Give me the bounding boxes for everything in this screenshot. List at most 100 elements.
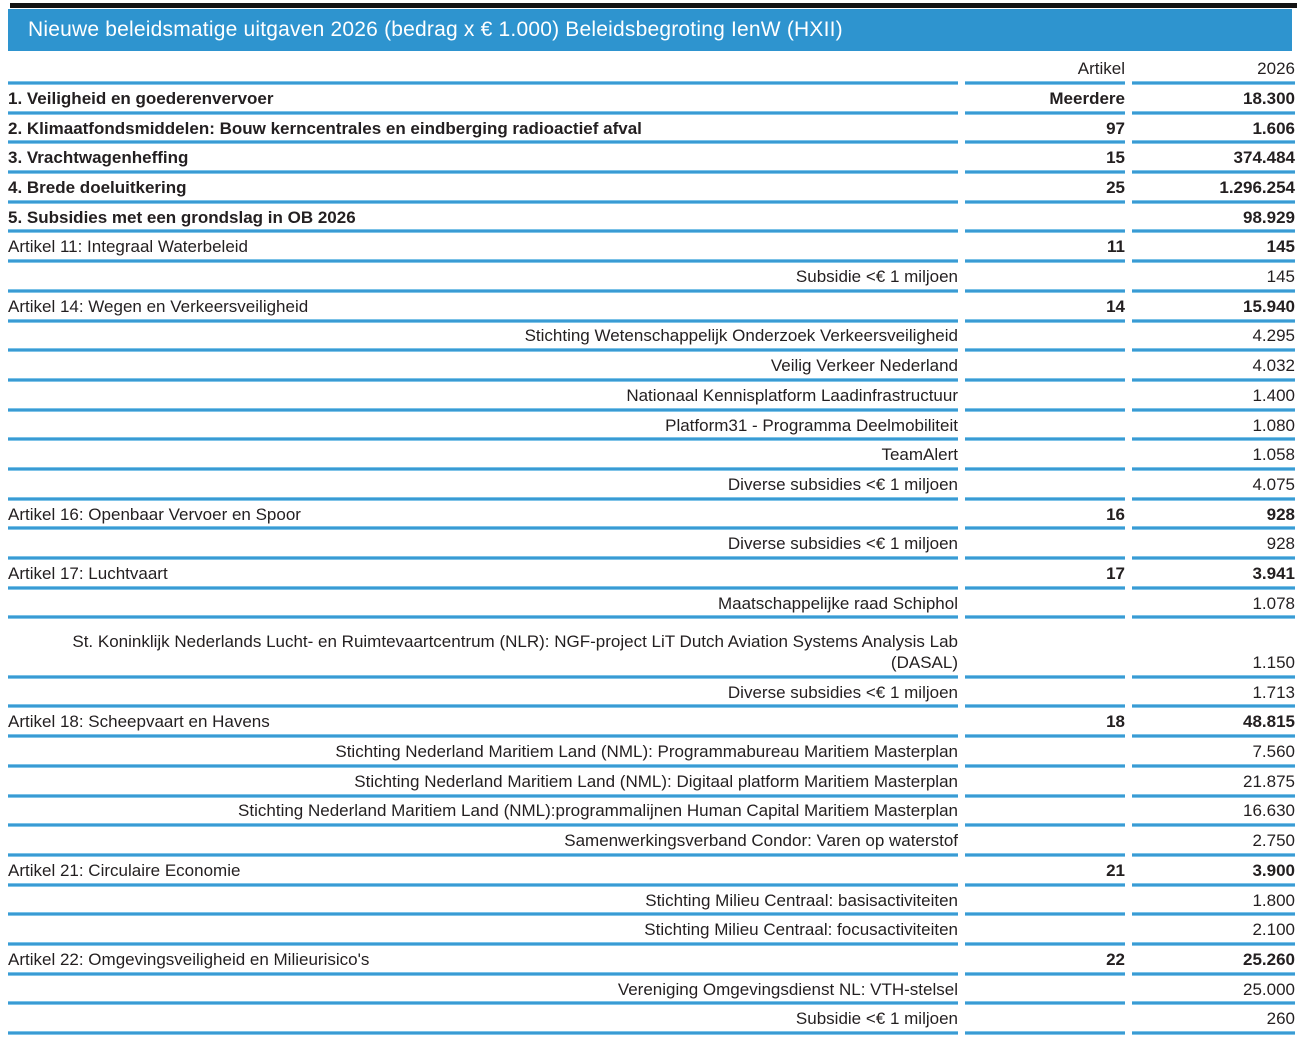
- row-amount: 4.295: [1132, 322, 1295, 353]
- row-amount: 25.000: [1132, 975, 1295, 1006]
- table-row: Stichting Nederland Maritiem Land (NML):…: [0, 767, 1299, 798]
- page-top-rule: [10, 3, 1297, 8]
- table-row: Artikel 18: Scheepvaart en Havens 18 48.…: [0, 708, 1299, 739]
- row-amount: 1.058: [1132, 441, 1295, 471]
- row-amount: 1.713: [1132, 678, 1295, 709]
- table-row: 1. Veiligheid en goederenvervoer Meerder…: [0, 85, 1299, 115]
- row-description: Stichting Milieu Centraal: focusactivite…: [8, 916, 958, 946]
- row-description: Artikel 21: Circulaire Economie: [8, 856, 958, 887]
- row-amount: 48.815: [1132, 708, 1295, 739]
- row-artikel-number: 22: [965, 945, 1125, 976]
- row-description: Stichting Milieu Centraal: basisactivite…: [8, 886, 958, 917]
- table-row: 3. Vrachtwagenheffing 15 374.484: [0, 144, 1299, 175]
- row-description: Maatschappelijke raad Schiphol: [8, 589, 958, 620]
- table-row: Stichting Milieu Centraal: basisactivite…: [0, 886, 1299, 917]
- row-artikel-number: [965, 797, 1125, 828]
- row-artikel-number: 21: [965, 856, 1125, 887]
- row-amount: 1.606: [1132, 114, 1295, 145]
- row-amount: 145: [1132, 263, 1295, 293]
- row-amount: 4.032: [1132, 352, 1295, 382]
- table-row: Artikel 16: Openbaar Vervoer en Spoor 16…: [0, 500, 1299, 531]
- table-row: TeamAlert 1.058: [0, 441, 1299, 471]
- row-description: Artikel 17: Luchtvaart: [8, 560, 958, 590]
- row-artikel-number: 25: [965, 174, 1125, 204]
- row-artikel-number: [965, 767, 1125, 798]
- table-row: Samenwerkingsverband Condor: Varen op wa…: [0, 827, 1299, 857]
- row-artikel-number: [965, 263, 1125, 293]
- table-row: Nationaal Kennisplatform Laadinfrastruct…: [0, 381, 1299, 412]
- row-description: Stichting Wetenschappelijk Onderzoek Ver…: [8, 322, 958, 353]
- table-row: Maatschappelijke raad Schiphol 1.078: [0, 589, 1299, 620]
- row-amount: 7.560: [1132, 738, 1295, 768]
- row-artikel-number: 97: [965, 114, 1125, 145]
- row-amount: 16.630: [1132, 797, 1295, 828]
- row-artikel-number: 16: [965, 500, 1125, 531]
- table-row: 5. Subsidies met een grondslag in OB 202…: [0, 203, 1299, 234]
- row-amount: 2.750: [1132, 827, 1295, 857]
- table-title-bar: Nieuwe beleidsmatige uitgaven 2026 (bedr…: [8, 9, 1292, 51]
- row-artikel-number: [965, 619, 1125, 679]
- row-artikel-number: [965, 441, 1125, 471]
- row-artikel-number: [965, 203, 1125, 234]
- row-amount: 1.150: [1132, 619, 1295, 679]
- table-row: Diverse subsidies <€ 1 miljoen 4.075: [0, 470, 1299, 501]
- table-row: Diverse subsidies <€ 1 miljoen 928: [0, 530, 1299, 560]
- row-amount: 1.080: [1132, 411, 1295, 442]
- row-amount: 260: [1132, 1005, 1295, 1036]
- table-row: Artikel 22: Omgevingsveiligheid en Milie…: [0, 945, 1299, 976]
- row-artikel-number: 11: [965, 233, 1125, 264]
- table-row: Vereniging Omgevingsdienst NL: VTH-stels…: [0, 975, 1299, 1006]
- table-row: Stichting Nederland Maritiem Land (NML):…: [0, 797, 1299, 828]
- table-row: Artikel 14: Wegen en Verkeersveiligheid …: [0, 292, 1299, 323]
- row-description: Artikel 16: Openbaar Vervoer en Spoor: [8, 500, 958, 531]
- row-description: Artikel 11: Integraal Waterbeleid: [8, 233, 958, 264]
- table-row: Artikel 11: Integraal Waterbeleid 11 145: [0, 233, 1299, 264]
- row-artikel-number: Meerdere: [965, 85, 1125, 115]
- row-description: Subsidie <€ 1 miljoen: [8, 1005, 958, 1036]
- row-artikel-number: 18: [965, 708, 1125, 739]
- row-description: Stichting Nederland Maritiem Land (NML):…: [8, 738, 958, 768]
- row-description: Stichting Nederland Maritiem Land (NML):…: [8, 797, 958, 828]
- table-row: Artikel 21: Circulaire Economie 21 3.900: [0, 856, 1299, 887]
- row-artikel-number: [965, 411, 1125, 442]
- row-artikel-number: [965, 827, 1125, 857]
- row-amount: 4.075: [1132, 470, 1295, 501]
- row-description: Nationaal Kennisplatform Laadinfrastruct…: [8, 381, 958, 412]
- row-description: TeamAlert: [8, 441, 958, 471]
- row-artikel-number: [965, 322, 1125, 353]
- row-description: 2. Klimaatfondsmiddelen: Bouw kerncentra…: [8, 114, 958, 145]
- budget-table: Artikel 2026 1. Veiligheid en goederenve…: [0, 51, 1299, 1036]
- table-row: Artikel 17: Luchtvaart 17 3.941: [0, 560, 1299, 590]
- row-description: 5. Subsidies met een grondslag in OB 202…: [8, 203, 958, 234]
- row-description: Artikel 18: Scheepvaart en Havens: [8, 708, 958, 739]
- row-amount: 1.078: [1132, 589, 1295, 620]
- table-row: Platform31 - Programma Deelmobiliteit 1.…: [0, 411, 1299, 442]
- row-amount: 145: [1132, 233, 1295, 264]
- table-row: Veilig Verkeer Nederland 4.032: [0, 352, 1299, 382]
- row-artikel-number: 17: [965, 560, 1125, 590]
- row-amount: 3.900: [1132, 856, 1295, 887]
- row-amount: 15.940: [1132, 292, 1295, 323]
- table-row: Diverse subsidies <€ 1 miljoen 1.713: [0, 678, 1299, 709]
- table-title: Nieuwe beleidsmatige uitgaven 2026 (bedr…: [28, 18, 843, 41]
- row-artikel-number: [965, 589, 1125, 620]
- row-description: St. Koninklijk Nederlands Lucht- en Ruim…: [8, 619, 958, 679]
- row-amount: 928: [1132, 500, 1295, 531]
- row-description: Diverse subsidies <€ 1 miljoen: [8, 530, 958, 560]
- row-description: Diverse subsidies <€ 1 miljoen: [8, 678, 958, 709]
- row-artikel-number: 14: [965, 292, 1125, 323]
- table-row: Stichting Milieu Centraal: focusactivite…: [0, 916, 1299, 946]
- row-description: 3. Vrachtwagenheffing: [8, 144, 958, 175]
- row-description: Artikel 14: Wegen en Verkeersveiligheid: [8, 292, 958, 323]
- row-artikel-number: [965, 1005, 1125, 1036]
- table-row: Stichting Nederland Maritiem Land (NML):…: [0, 738, 1299, 768]
- row-description: Artikel 22: Omgevingsveiligheid en Milie…: [8, 945, 958, 976]
- header-year-cell: 2026: [1132, 51, 1295, 85]
- row-amount: 1.296.254: [1132, 174, 1295, 204]
- table-row: 2. Klimaatfondsmiddelen: Bouw kerncentra…: [0, 114, 1299, 145]
- row-amount: 1.800: [1132, 886, 1295, 917]
- row-description: Platform31 - Programma Deelmobiliteit: [8, 411, 958, 442]
- row-description: Diverse subsidies <€ 1 miljoen: [8, 470, 958, 501]
- row-artikel-number: [965, 678, 1125, 709]
